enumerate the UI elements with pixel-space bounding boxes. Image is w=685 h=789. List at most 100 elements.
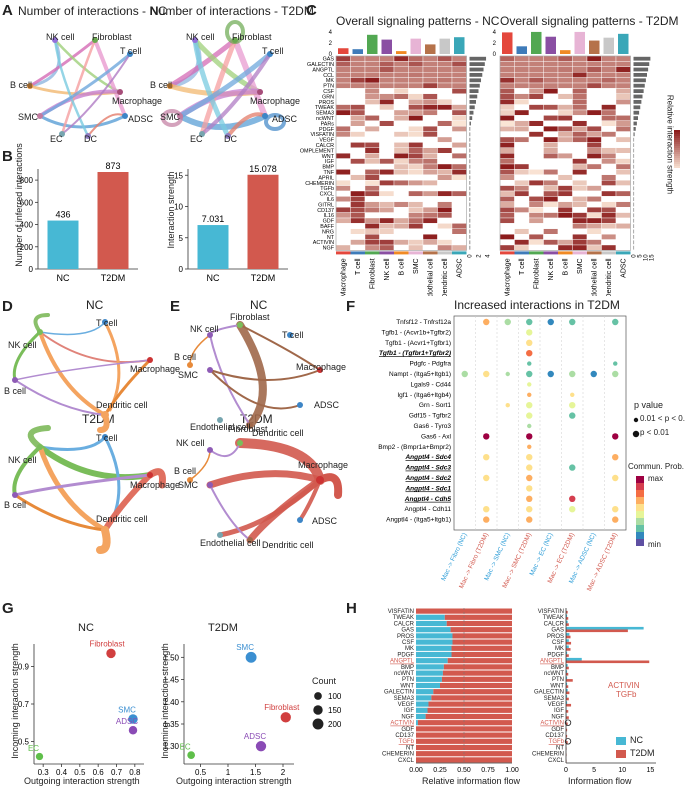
heat-cell bbox=[335, 88, 351, 95]
heat-cell bbox=[451, 98, 467, 105]
heat-cell bbox=[615, 223, 631, 229]
heat-cell bbox=[437, 104, 453, 111]
heat-cell bbox=[379, 163, 395, 170]
heat-cell bbox=[615, 169, 631, 175]
h-left-cat-label: GALECTIN bbox=[384, 690, 414, 696]
h-left-xtick: 0.75 bbox=[481, 767, 495, 774]
heat-cell bbox=[364, 115, 380, 122]
heat-cell bbox=[543, 120, 559, 127]
f-dot bbox=[483, 454, 490, 461]
cell-label: Macrophage bbox=[504, 258, 511, 296]
heat-cell bbox=[393, 125, 409, 132]
heat-cell bbox=[514, 206, 530, 213]
f-dots bbox=[461, 318, 619, 523]
heat-cell bbox=[601, 72, 617, 78]
heat-cell bbox=[393, 196, 409, 202]
top-bar bbox=[454, 37, 465, 54]
heat-cell bbox=[364, 201, 380, 208]
h-left-cat-label: VEGF bbox=[398, 702, 415, 708]
h-left-bar-nc bbox=[416, 689, 434, 695]
pathway-label: NRG bbox=[322, 229, 334, 235]
heat-cell bbox=[422, 104, 438, 111]
side-bar bbox=[469, 218, 471, 223]
a-t2dm-node-fibro: Fibroblast bbox=[232, 32, 272, 42]
h-left-cat-label: BMP bbox=[401, 665, 414, 671]
heat-cell bbox=[572, 142, 588, 149]
h-right-cat-label: GAS bbox=[551, 628, 564, 634]
network-nc bbox=[27, 37, 133, 139]
heat-cell bbox=[451, 201, 467, 208]
pathway-label: VEGF bbox=[319, 138, 334, 144]
g-ylabel-nc: Incoming interaction strength bbox=[10, 643, 20, 759]
legend-step bbox=[674, 140, 680, 142]
side-bar bbox=[469, 175, 471, 180]
h-right-bar-t2dm bbox=[566, 635, 571, 639]
heat-cell bbox=[514, 125, 530, 132]
heat-cell bbox=[408, 174, 424, 181]
heat-cell bbox=[335, 115, 351, 122]
heat-cell bbox=[408, 142, 424, 149]
heat-cell bbox=[557, 82, 573, 89]
g-count-legend: 100 150 200 bbox=[312, 692, 342, 730]
heat-cell bbox=[364, 196, 380, 202]
h-left-bar-nc bbox=[416, 633, 453, 639]
heat-cell bbox=[514, 66, 530, 73]
heat-cell bbox=[601, 115, 617, 122]
f-dot bbox=[483, 318, 490, 326]
bar-value-label: 15.078 bbox=[249, 164, 277, 174]
h-right-cat-label: CALCR bbox=[544, 621, 565, 627]
heat-cell bbox=[422, 179, 438, 186]
h-left-bar-nc bbox=[416, 614, 445, 620]
heat-cell bbox=[393, 55, 409, 62]
side-bar bbox=[469, 121, 471, 126]
f-dot bbox=[569, 402, 576, 409]
heat-cell bbox=[364, 120, 380, 127]
heat-cell bbox=[437, 109, 453, 116]
top-tick: 4 bbox=[493, 30, 497, 36]
heat-cell bbox=[451, 158, 467, 165]
heat-cell bbox=[499, 147, 515, 154]
e-nc-node-nk: NK cell bbox=[190, 324, 219, 334]
heat-cell bbox=[615, 244, 631, 251]
heat-cell bbox=[364, 104, 380, 111]
heat-cell bbox=[543, 217, 559, 224]
h-right-cat-label: GDF bbox=[551, 727, 564, 733]
heat-cell bbox=[379, 212, 395, 219]
h-right-cat-label: NT bbox=[556, 745, 564, 751]
f-dot bbox=[483, 433, 490, 440]
b-right-chart: 0 5 10 15 7.031 NC 15.078 T2DM bbox=[174, 164, 288, 283]
panel-e-networks bbox=[187, 321, 343, 544]
heat-cell bbox=[514, 239, 530, 246]
cell-color-strip bbox=[379, 251, 394, 255]
h-right-cat-label: TWEAK bbox=[543, 615, 564, 621]
heat-cell bbox=[393, 212, 409, 219]
side-bar bbox=[633, 83, 645, 88]
heat-cell bbox=[557, 66, 573, 73]
a-nc-node-tcell: T cell bbox=[120, 46, 142, 56]
point-smc bbox=[128, 714, 138, 724]
heat-cell bbox=[364, 174, 380, 181]
x-tick-label: 0.5 bbox=[195, 768, 207, 777]
heat-cell bbox=[422, 223, 438, 229]
a-nc-node-adsc: ADSC bbox=[128, 114, 154, 124]
h-right-cat-label: PTN bbox=[552, 677, 564, 683]
h-left-cat-label: PROS bbox=[397, 634, 414, 640]
panel-f-dotplot: Tnfsf12 - Tnfrsf12a Tgfb1 - (Acvr1b+Tgfbr… bbox=[378, 315, 644, 592]
heat-cell bbox=[393, 109, 409, 116]
side-bar bbox=[469, 164, 471, 169]
y-tick-label: 1.40 bbox=[163, 698, 179, 707]
heat-cell bbox=[350, 152, 366, 159]
heat-cell bbox=[528, 115, 544, 122]
heat-cell bbox=[514, 152, 530, 159]
f-legend-step bbox=[636, 490, 644, 497]
f-row-label: Gdf15 - Tgfbr2 bbox=[409, 413, 452, 420]
heat-cell bbox=[408, 88, 424, 95]
a-t2dm-node-tcell: T cell bbox=[262, 46, 284, 56]
h-left-cat-label: TGFb bbox=[399, 739, 415, 745]
heat-cell bbox=[499, 201, 515, 208]
panel-g-title-t2dm: T2DM bbox=[208, 622, 238, 634]
heat-cell bbox=[451, 125, 467, 132]
b-ylabel-right: Interaction strength bbox=[166, 171, 176, 249]
heat-cell bbox=[451, 93, 467, 100]
heat-cell bbox=[543, 239, 559, 246]
